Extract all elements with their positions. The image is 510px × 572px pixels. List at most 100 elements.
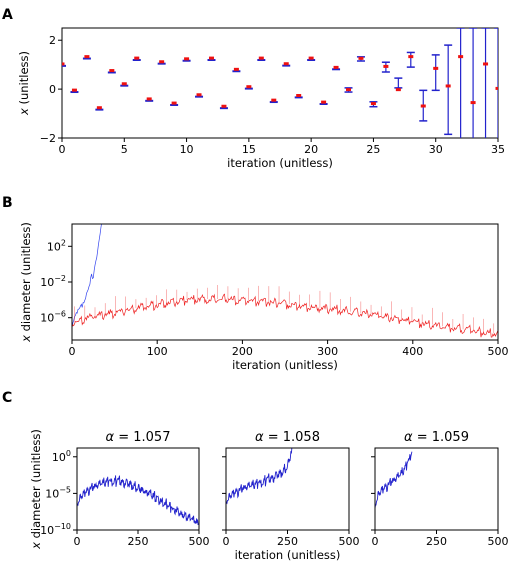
x-tick-label: 500 — [339, 535, 360, 548]
data-point — [483, 62, 489, 66]
series-line — [72, 224, 102, 329]
panel-letter-a: A — [2, 7, 13, 23]
panel-letter-b: B — [2, 195, 13, 211]
data-point — [159, 60, 165, 64]
x-tick-label: 30 — [429, 143, 443, 156]
data-point — [109, 69, 115, 73]
x-tick-label: 0 — [59, 143, 66, 156]
y-tick-label: 102 — [47, 238, 66, 253]
y-tick-label: 10−10 — [40, 522, 71, 537]
axes-frame — [71, 223, 499, 341]
data-point — [246, 85, 252, 89]
panel-subtitle: α = 1.058 — [255, 430, 320, 445]
x-tick-label: 500 — [189, 535, 210, 548]
data-point — [196, 93, 202, 97]
x-tick-label: 0 — [69, 345, 76, 358]
x-tick-label: 25 — [366, 143, 380, 156]
y-tick-label: −2 — [40, 132, 56, 145]
data-point — [296, 94, 302, 97]
y-tick-label: 100 — [52, 449, 71, 464]
y-tick-label: 10−2 — [40, 274, 66, 289]
panel-subtitle: α = 1.057 — [106, 430, 171, 445]
x-tick-label: 100 — [147, 345, 168, 358]
x-tick-label: 0 — [74, 535, 81, 548]
data-point — [271, 98, 277, 102]
x-tick-label: 0 — [223, 535, 230, 548]
data-point — [408, 55, 414, 59]
x-tick-label: 0 — [372, 535, 379, 548]
data-point — [308, 56, 314, 60]
series-lines — [72, 224, 498, 338]
y-tick-label: 10−5 — [45, 485, 71, 500]
data-point — [433, 66, 439, 70]
data-point — [71, 88, 77, 92]
series-line — [77, 475, 199, 526]
data-point — [96, 106, 102, 110]
series-lines — [375, 451, 413, 509]
data-point — [458, 55, 464, 59]
series-lines — [226, 448, 293, 505]
series-lines — [77, 475, 199, 526]
x-tick-label: 250 — [277, 535, 298, 548]
x-axis-label: iteration (unitless) — [232, 358, 338, 372]
data-point — [333, 65, 339, 69]
panel-c1-chart: 0 250 500 100 10−5 10−10x diameter (unitless)… — [29, 429, 210, 550]
panel-subtitle: α = 1.059 — [404, 430, 469, 445]
x-tick-label: 20 — [304, 143, 318, 156]
y-axis-label: x diameter (unitless) — [19, 222, 33, 343]
interval-marks — [62, 28, 498, 138]
y-axis-label: x (unitless) — [17, 51, 31, 116]
data-point — [258, 56, 264, 60]
data-point — [171, 101, 177, 105]
panel-c3-chart: 0 250 500 α = 1.059 — [371, 430, 509, 548]
y-tick-label: 2 — [49, 34, 56, 47]
x-tick-label: 500 — [488, 535, 509, 548]
data-point — [184, 57, 190, 61]
data-point — [420, 104, 426, 108]
data-point — [134, 56, 140, 60]
data-point — [84, 55, 90, 59]
data-point — [395, 88, 401, 92]
axes-frame — [225, 447, 350, 531]
data-point — [62, 62, 65, 66]
x-tick-label: 300 — [317, 345, 338, 358]
series-line — [72, 293, 498, 338]
y-tick-label: 10−6 — [40, 310, 66, 325]
data-point — [321, 100, 327, 104]
data-point — [346, 88, 352, 92]
x-axis-label: iteration (unitless) — [235, 548, 341, 562]
data-point — [495, 86, 498, 90]
panel-letter-c: C — [2, 390, 12, 406]
data-point — [221, 104, 227, 108]
data-point — [208, 56, 214, 60]
data-point — [146, 97, 152, 101]
data-point — [470, 101, 476, 105]
data-point — [233, 67, 239, 71]
x-tick-label: 250 — [426, 535, 447, 548]
x-tick-label: 5 — [121, 143, 128, 156]
data-point — [370, 102, 376, 106]
x-axis-label: iteration (unitless) — [227, 156, 333, 170]
x-tick-label: 15 — [242, 143, 256, 156]
data-point — [383, 64, 389, 68]
x-tick-label: 250 — [128, 535, 149, 548]
x-tick-label: 10 — [180, 143, 194, 156]
data-point — [121, 82, 127, 86]
data-point — [283, 62, 289, 66]
panel-b-chart: 0 100 200 300 400 500 102 10−2 10−6 iteration (un… — [19, 222, 509, 372]
y-tick-label: 0 — [49, 83, 56, 96]
x-tick-label: 200 — [232, 345, 253, 358]
series-line — [375, 451, 413, 509]
y-axis-label: x diameter (unitless) — [29, 429, 43, 550]
data-point — [358, 56, 364, 60]
axes-frame — [61, 27, 499, 139]
x-tick-label: 35 — [491, 143, 505, 156]
series-line — [226, 448, 293, 505]
data-point — [445, 84, 451, 88]
x-tick-label: 400 — [402, 345, 423, 358]
axes-frame — [374, 447, 499, 531]
x-tick-label: 500 — [488, 345, 509, 358]
